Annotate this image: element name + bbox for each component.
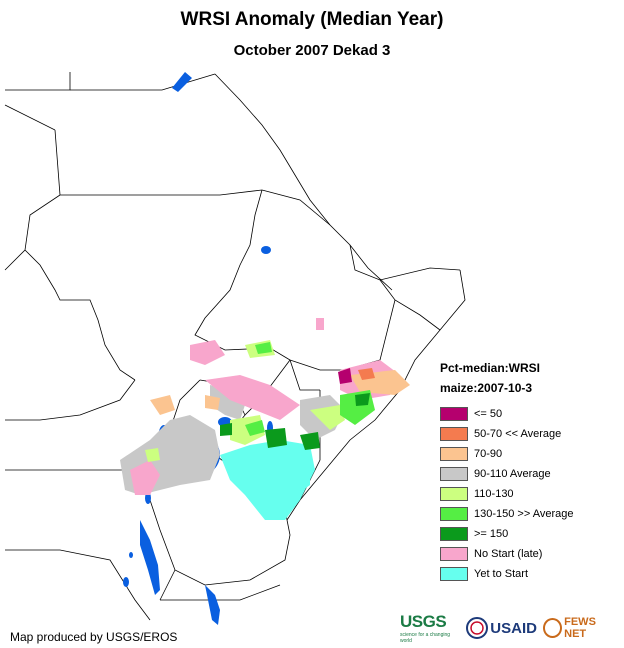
zone-no-start-ethiopia [190, 340, 225, 365]
legend-item: 110-130 [440, 484, 574, 504]
usaid-seal-icon [466, 617, 489, 639]
zone-ge-150-somalia [355, 393, 370, 406]
fews-net-logo: FEWS NET [542, 616, 618, 640]
lake-rukwa [129, 552, 133, 558]
legend-swatch [440, 527, 468, 541]
legend-label: 130-150 >> Average [474, 508, 574, 520]
legend-item: 50-70 << Average [440, 424, 574, 444]
usgs-logo: USGS science for a changing world [400, 612, 460, 644]
lake-nasser [172, 72, 192, 92]
fews-net-emblem-icon [542, 618, 563, 638]
map-title: WRSI Anomaly (Median Year) [180, 9, 444, 30]
zone-no-start-north [205, 375, 300, 420]
map-legend: Pct-median:WRSI maize:2007-10-3 <= 50 50… [440, 358, 574, 584]
zone-50-70-somalia [358, 368, 375, 380]
legend-item: No Start (late) [440, 544, 574, 564]
lake-tanganyika [140, 520, 160, 595]
fews-net-logo-text: FEWS NET [564, 616, 596, 640]
wrsi-anomaly-zones [120, 318, 410, 520]
legend-swatch [440, 427, 468, 441]
legend-item: >= 150 [440, 524, 574, 544]
zone-ge-150-kenya [265, 428, 287, 448]
zone-ge-150-uganda [220, 423, 232, 436]
zone-le-50-somalia [338, 368, 352, 384]
legend-label: 90-110 Average [474, 468, 551, 480]
map-credit: Map produced by USGS/EROS [10, 630, 178, 644]
legend-label: 110-130 [474, 488, 514, 500]
zone-130-150-kenya [245, 420, 265, 436]
lake-mweru [123, 577, 129, 587]
usgs-tagline: science for a changing world [400, 632, 451, 644]
usaid-logo: USAID [466, 617, 537, 639]
legend-swatch [440, 487, 468, 501]
legend-swatch [440, 407, 468, 421]
legend-label: >= 150 [474, 528, 509, 540]
legend-item: 70-90 [440, 444, 574, 464]
legend-label: No Start (late) [474, 548, 543, 560]
legend-item: 130-150 >> Average [440, 504, 574, 524]
legend-heading-crop-date: maize:2007-10-3 [440, 381, 533, 395]
zone-110-130-kenya-east [310, 405, 345, 430]
legend-item: Yet to Start [440, 564, 574, 584]
zone-no-start-ethiopia-east [316, 318, 324, 330]
legend-swatch [440, 547, 468, 561]
legend-item: 90-110 Average [440, 464, 574, 484]
legend-label: 70-90 [474, 448, 503, 460]
map-subtitle: October 2007 Dekad 3 [233, 42, 391, 59]
country-borders [4, 72, 466, 621]
zone-70-90-uganda-east [205, 395, 220, 410]
legend-label: Yet to Start [474, 568, 529, 580]
legend-swatch [440, 447, 468, 461]
zone-no-start-rwanda [130, 460, 160, 495]
zone-110-130-west [145, 448, 160, 462]
legend-swatch [440, 567, 468, 581]
legend-swatch [440, 507, 468, 521]
lake-tana [261, 246, 271, 254]
zone-average-uganda [210, 385, 245, 420]
zone-70-90-uganda [150, 395, 175, 415]
usgs-logo-text: USGS [400, 612, 447, 631]
lake-malawi [205, 585, 220, 625]
legend-item: <= 50 [440, 404, 574, 424]
legend-label: <= 50 [474, 408, 503, 420]
legend-swatch [440, 467, 468, 481]
partner-logos: USGS science for a changing world USAID … [400, 612, 624, 644]
zone-130-150-ethiopia [255, 342, 272, 354]
zone-ge-150-kenya-east [300, 432, 320, 450]
legend-label: 50-70 << Average [474, 428, 562, 440]
zone-yet-to-start-kenya-south [280, 455, 310, 500]
legend-heading-variable: Pct-median:WRSI [440, 361, 541, 375]
usaid-logo-text: USAID [490, 619, 537, 637]
